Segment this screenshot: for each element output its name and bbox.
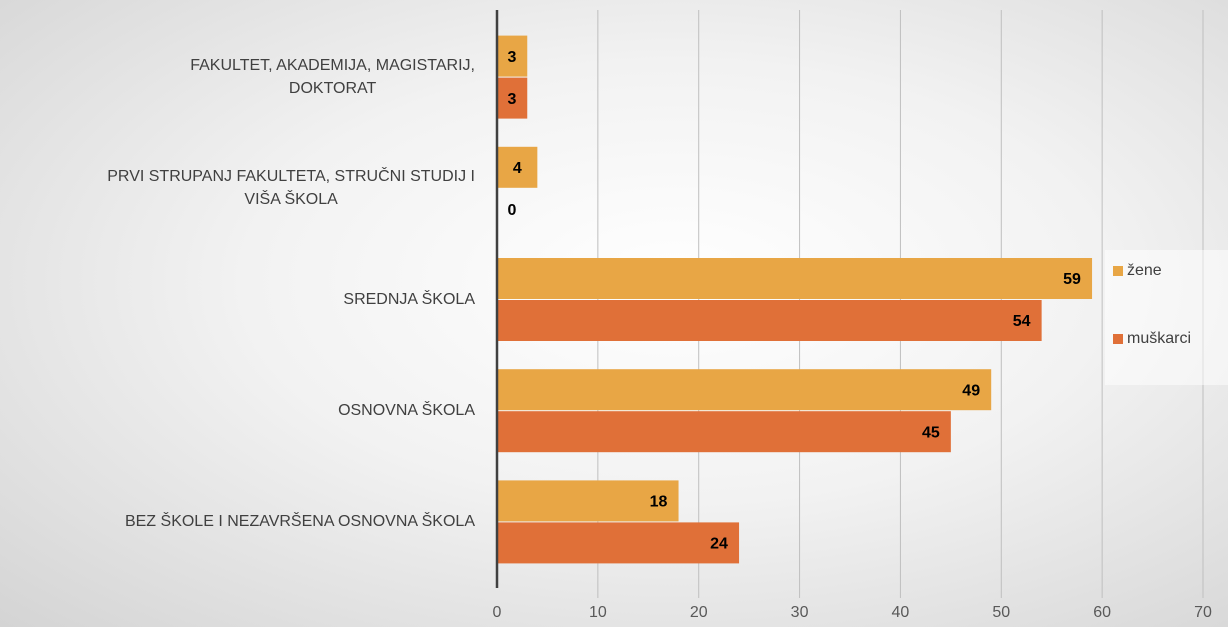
bar: [497, 480, 679, 522]
value-label: 18: [650, 494, 668, 511]
x-tick-label: 20: [690, 604, 708, 621]
legend-item: žene: [1113, 262, 1162, 280]
category-label: PRVI STRUPANJ FAKULTETA, STRUČNI STUDIJ …: [107, 168, 475, 208]
value-label: 3: [508, 91, 517, 108]
category-label-box: BEZ ŠKOLE I NEZAVRŠENA OSNOVNA ŠKOLA: [5, 482, 475, 562]
bar: [497, 35, 528, 77]
category-label-box: SREDNJA ŠKOLA: [5, 260, 475, 340]
x-tick-label: 30: [791, 604, 809, 621]
category-label-box: PRVI STRUPANJ FAKULTETA, STRUČNI STUDIJ …: [5, 149, 475, 229]
x-tick-label: 0: [493, 604, 502, 621]
bar: [497, 146, 538, 188]
category-label: BEZ ŠKOLE I NEZAVRŠENA OSNOVNA ŠKOLA: [124, 513, 475, 531]
bar: [497, 522, 740, 564]
bar: [497, 300, 1042, 341]
x-tick-label: 40: [892, 604, 910, 621]
value-label: 45: [922, 424, 940, 441]
bar: [497, 411, 951, 453]
x-tick-label: 70: [1194, 604, 1212, 621]
legend-swatch: [1113, 266, 1123, 276]
legend-label: žene: [1127, 262, 1162, 279]
value-label: 3: [508, 49, 517, 66]
x-tick-label: 10: [589, 604, 607, 621]
category-label-box: FAKULTET, AKADEMIJA, MAGISTARIJ, DOKTORA…: [5, 38, 475, 118]
value-label: 54: [1013, 313, 1031, 330]
value-label: 49: [962, 382, 980, 399]
legend-swatch: [1113, 334, 1123, 344]
legend-label: muškarci: [1127, 330, 1192, 347]
legend: žene muškarci: [1105, 250, 1228, 385]
legend-item: muškarci: [1113, 330, 1191, 348]
value-label: 59: [1063, 271, 1081, 288]
bar: [497, 369, 992, 411]
value-label: 4: [513, 160, 522, 177]
category-label: SREDNJA ŠKOLA: [343, 290, 475, 308]
value-label: 0: [508, 202, 517, 219]
category-label-box: OSNOVNA ŠKOLA: [5, 371, 475, 451]
x-tick-label: 50: [992, 604, 1010, 621]
category-label: OSNOVNA ŠKOLA: [338, 401, 475, 419]
bar: [497, 77, 528, 119]
category-label: FAKULTET, AKADEMIJA, MAGISTARIJ, DOKTORA…: [190, 57, 475, 97]
bar: [497, 258, 1093, 299]
value-label: 24: [710, 536, 728, 553]
x-tick-label: 60: [1093, 604, 1111, 621]
